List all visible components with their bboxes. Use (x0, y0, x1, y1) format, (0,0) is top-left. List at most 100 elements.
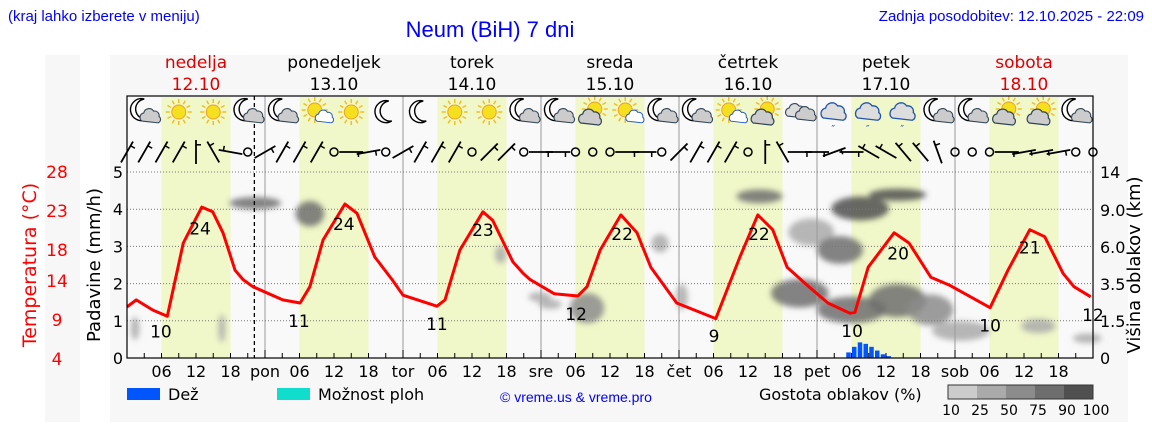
cloud-shape (139, 108, 162, 124)
cloud-density-blob (229, 197, 282, 210)
calm-circle (588, 147, 598, 157)
cloud-shape (657, 108, 679, 124)
cloud-density-blob (218, 314, 226, 343)
density-level-label: 25 (971, 403, 989, 419)
calm-circle (243, 147, 253, 157)
calm-wind-icon (381, 147, 391, 157)
sun-icon (338, 99, 365, 125)
precipitation-axis-title: Padavine (mm/h) (84, 188, 105, 342)
day-date: 12.10 (172, 75, 221, 95)
barb-tick (270, 148, 275, 154)
calm-wind-icon (519, 147, 529, 157)
calm-wind-icon (950, 147, 960, 157)
daylight-band (989, 97, 1059, 358)
sun-ray (602, 112, 607, 117)
cloud-height-tick: 3.5 (1100, 275, 1125, 294)
cloud-shape (933, 108, 955, 124)
temperature-label: 10 (150, 323, 172, 343)
day-name: četrtek (718, 53, 779, 73)
sun-ray (732, 98, 736, 103)
calm-wind-icon (588, 147, 598, 157)
cloud-density-blob (1021, 318, 1056, 334)
hour-tick-label: 06 (841, 362, 861, 381)
cloud-shape (967, 108, 990, 124)
wind-barb-icon (480, 142, 499, 162)
barb-tick (915, 142, 921, 148)
hour-tick-label: 06 (703, 362, 723, 381)
sun-ray (167, 115, 172, 120)
cloud-density-blob (1072, 333, 1102, 344)
density-level-label: 10 (942, 403, 960, 419)
rain-legend-label: Dež (168, 385, 199, 404)
temperature-label: 22 (748, 225, 770, 245)
cloud-density-blob (736, 189, 783, 204)
showers-legend-label: Možnost ploh (318, 385, 424, 404)
sun-cloud-icon (612, 97, 645, 124)
sun-ray (201, 115, 206, 120)
precipitation-tick: 5 (113, 163, 123, 182)
sun-ray (458, 119, 462, 124)
hour-tick-label: 18 (910, 362, 930, 381)
rain-bar (852, 346, 857, 358)
barb-tick (511, 146, 516, 151)
hour-tick-label: 06 (151, 362, 171, 381)
cloud-density-blob (569, 292, 605, 324)
barb-tick (683, 146, 689, 151)
calm-wind-icon (570, 147, 581, 157)
cloud-density-blob (817, 236, 863, 264)
sun-ray (201, 104, 206, 109)
cloud-shape (519, 108, 541, 124)
sun-ray (1031, 101, 1036, 106)
menu-hint[interactable]: (kraj lahko izberete v meniju) (8, 8, 200, 25)
hour-tick-label: 12 (1014, 362, 1034, 381)
moon-cloud-icon (543, 97, 576, 124)
hour-tick-label: 18 (634, 362, 654, 381)
sun-ray (303, 102, 308, 107)
density-level-label: 75 (1029, 403, 1047, 419)
rain-bar (846, 352, 851, 358)
calm-wind-icon (967, 147, 977, 157)
cloud-shape (314, 109, 334, 124)
moon-cloud-icon (681, 97, 714, 124)
sun-ray (186, 104, 191, 109)
barb-tick (440, 145, 446, 149)
barb-tick (209, 142, 215, 147)
density-swatch (1006, 385, 1035, 399)
calm-wind-icon (467, 147, 477, 157)
barb-tick (130, 145, 136, 149)
day-name: torek (450, 53, 494, 73)
cloud-shape (854, 102, 882, 121)
wind-barb-icon (447, 141, 464, 163)
sun-ray (613, 113, 618, 118)
sun-cloud-icon (301, 97, 334, 124)
cloud-shape (625, 109, 645, 124)
sun-ray (206, 119, 210, 124)
sun-ray (477, 115, 482, 120)
cloud-sun-icon (578, 96, 608, 126)
sun-ray (598, 97, 602, 102)
sun-ray (583, 101, 588, 106)
moon-cloud-icon (923, 97, 955, 124)
sun-disc (447, 104, 463, 120)
sun-ray (717, 102, 722, 107)
cloud-density-blob (868, 188, 927, 201)
showers-legend-swatch (277, 388, 310, 400)
sun-ray (493, 119, 497, 124)
barb-tick (181, 145, 188, 149)
sun-ray (443, 115, 448, 120)
temperature-tick: 4 (52, 350, 63, 370)
sun-ray (355, 119, 359, 124)
sun-cloud-icon (715, 97, 748, 124)
credit-link[interactable]: © vreme.us & vreme.pro (500, 389, 652, 405)
cloud-density-legend-title: Gostota oblakov (%) (759, 385, 922, 404)
day-date: 15.10 (586, 75, 635, 95)
wind-barb-icon (309, 141, 326, 163)
moon-cloud-icon (267, 97, 300, 124)
wind-barb-icon (413, 141, 429, 163)
sun-disc (481, 104, 497, 120)
sun-ray (344, 100, 348, 105)
cloud-shape (553, 108, 576, 124)
hour-tick-label: 18 (220, 362, 240, 381)
wind-barb-icon (706, 141, 722, 163)
calm-circle (467, 147, 477, 157)
